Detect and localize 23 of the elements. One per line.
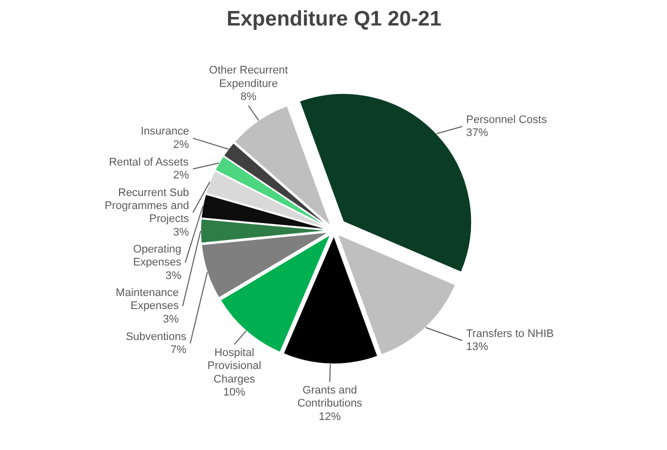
data-label: 13%: [466, 341, 488, 354]
slice-label: Recurrent Sub Programmes and Projects: [104, 186, 190, 226]
data-label: 8%: [240, 91, 257, 104]
slice-label: Subventions: [126, 330, 187, 343]
slice-label: Operating Expenses: [133, 243, 182, 269]
chart-title: Expenditure Q1 20-21: [226, 8, 442, 30]
slice-label: Other Recurrent Expenditure: [209, 64, 288, 90]
data-label: 10%: [223, 386, 246, 399]
slice-label: Personnel Costs: [466, 114, 548, 126]
data-label: 3%: [165, 270, 182, 282]
data-label: 12%: [318, 410, 341, 423]
slice-label: Insurance: [140, 126, 190, 138]
data-label: 3%: [162, 313, 180, 326]
slice-label: Transfers to NHIB: [466, 328, 554, 340]
data-label: 2%: [173, 170, 190, 182]
data-label: 3%: [173, 226, 190, 238]
slice-label: Maintenance Expenses: [116, 287, 180, 312]
slice-label: Grants and Contributions: [297, 384, 363, 410]
data-label: 37%: [466, 127, 488, 140]
data-label: 2%: [173, 138, 190, 151]
slice-label: Hospital Provisional Charges: [207, 347, 262, 386]
data-label: 7%: [170, 344, 187, 356]
slice-label: Rental of Assets: [108, 156, 189, 168]
